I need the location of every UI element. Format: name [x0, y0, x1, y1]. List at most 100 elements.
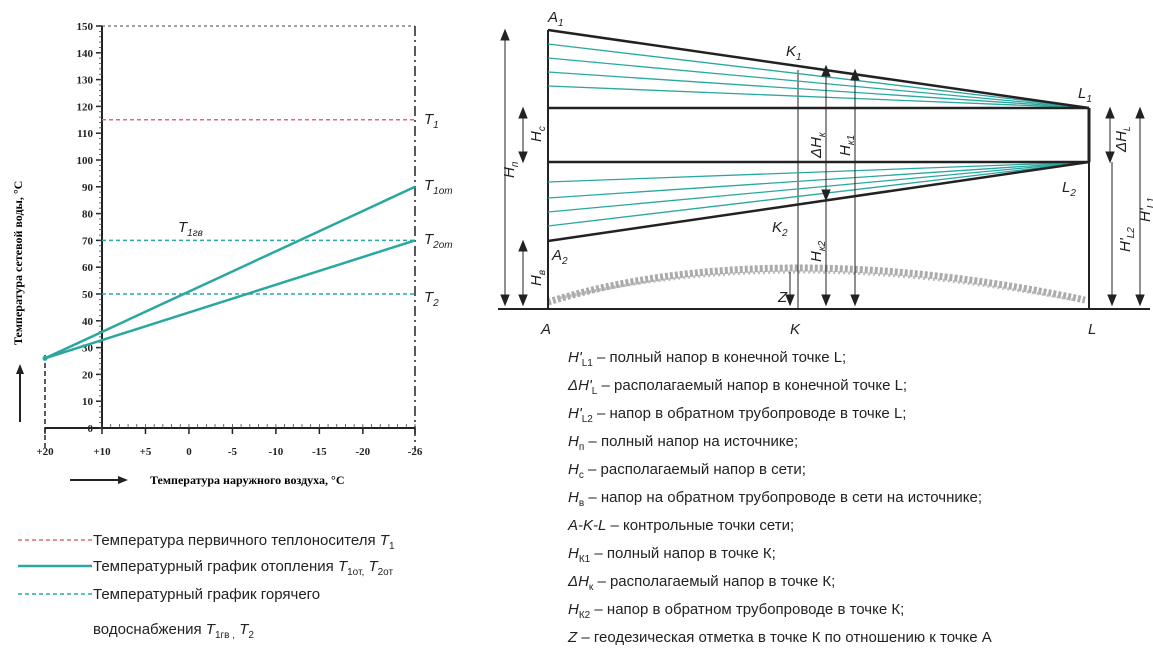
dim-hc-arrow-bottom	[518, 151, 528, 164]
legend: Температура первичного теплоносителя T1 …	[18, 532, 395, 641]
y-tick-label: 90	[82, 182, 94, 194]
x-axis-title: Температура наружного воздуха, °С	[150, 473, 344, 487]
terrain-profile	[546, 264, 1086, 306]
dim-hl1-arrow-bottom	[1135, 294, 1145, 307]
dim-dhk-arrow-top	[821, 64, 831, 77]
definition-item: Hп – полный напор на источнике;	[568, 433, 798, 453]
label-k1: K1	[786, 43, 802, 63]
dim-hb-arrow-bottom	[518, 294, 528, 307]
legend-item-t1: Температура первичного теплоносителя T1	[93, 532, 395, 552]
series-line	[44, 185, 416, 360]
dim-hk1-arrow-top	[850, 68, 860, 81]
dim-hl1-arrow-top	[1135, 106, 1145, 119]
label-l1: L1	[1078, 85, 1092, 105]
label-a1: A1	[547, 9, 564, 29]
series-start-point	[42, 355, 48, 361]
fan-line-supply	[547, 85, 1090, 109]
return-line-a2-l2	[547, 160, 1090, 243]
y-tick-label: 110	[77, 128, 93, 140]
y-tick-label: 40	[82, 316, 94, 328]
dim-dhl-arrow-bottom	[1105, 151, 1115, 164]
y-tick-label: 60	[82, 262, 94, 274]
y-tick-label: 120	[77, 101, 94, 113]
series-line	[44, 239, 416, 360]
x-tick-label: -20	[355, 446, 370, 458]
definition-item: HК2 – напор в обратном трубопроводе в то…	[568, 601, 904, 621]
label-hl2: H'L2	[1117, 227, 1137, 252]
label-hk2: Hк2	[808, 240, 828, 262]
y-tick-label: 130	[77, 75, 94, 87]
x-tick-label: -10	[269, 446, 284, 458]
x-tick-label: -15	[312, 446, 327, 458]
y-axis-title: Температура сетевой воды, °С	[11, 181, 25, 345]
terrain-profile-inner	[559, 270, 1076, 302]
label-l: L	[1088, 321, 1096, 338]
label-t1: T1	[424, 111, 439, 131]
dim-z-arrow	[785, 294, 795, 307]
label-a2: A2	[551, 247, 568, 267]
x-tick-label: 0	[186, 446, 192, 458]
x-tick-label: -5	[228, 446, 238, 458]
definition-item: Hв – напор на обратном трубопроводе в се…	[568, 489, 982, 509]
label-t2ot: T2от	[424, 231, 453, 251]
y-tick-label: 150	[77, 21, 94, 33]
x-tick-label: +20	[36, 446, 54, 458]
definition-item: Hс – располагаемый напор в сети;	[568, 461, 806, 481]
label-hp: Hп	[501, 161, 521, 178]
legend-item-heating: Температурный график отопления T1от, T2о…	[93, 558, 394, 578]
definition-item: H'L2 – напор в обратном трубопроводе в т…	[568, 405, 906, 425]
y-tick-label: 100	[77, 155, 94, 167]
label-k2: K2	[772, 219, 788, 239]
label-dhl: ΔHL	[1113, 126, 1132, 153]
supply-line-a1-l1	[547, 28, 1090, 110]
dim-hc-arrow-top	[518, 106, 528, 119]
definition-item: H'L1 – полный напор в конечной точке L;	[568, 349, 846, 369]
definition-item: ΔHк – располагаемый напор в точке К;	[567, 573, 835, 593]
x-axis-arrow-head	[118, 476, 128, 484]
dim-dhl-arrow-top	[1105, 106, 1115, 119]
label-t2: T2	[424, 289, 439, 309]
dim-hp-arrow-top	[500, 28, 510, 41]
label-t1ot: T1от	[424, 177, 453, 197]
fan-line-supply	[547, 57, 1090, 109]
label-dhk: ΔHк	[808, 131, 828, 159]
definition-item: A-K-L – контрольные точки сети;	[567, 517, 794, 534]
label-k: K	[790, 321, 801, 338]
fan-line-supply	[547, 43, 1090, 109]
label-hb: Hв	[528, 270, 548, 286]
y-tick-label: 20	[82, 369, 94, 381]
x-tick-label: +10	[93, 446, 111, 458]
y-tick-label: 10	[82, 396, 94, 408]
label-hl1: H'L1	[1137, 197, 1153, 222]
dim-hb-arrow-top	[518, 239, 528, 252]
y-tick-label: 50	[82, 289, 94, 301]
y-tick-label: 80	[82, 209, 94, 221]
dim-hp-arrow-bottom	[500, 294, 510, 307]
dim-hl2-arrow	[1107, 294, 1117, 307]
definition-item: HК1 – полный напор в точке К;	[568, 545, 776, 565]
dim-hk2-arrow	[821, 294, 831, 307]
label-z: Z	[777, 289, 788, 306]
fan-line-return	[547, 161, 1090, 227]
y-tick-label: 140	[77, 48, 94, 60]
y-tick-label: 0	[88, 423, 94, 435]
fan-line-return	[547, 161, 1090, 199]
y-axis-arrow-head	[16, 364, 24, 374]
label-a: A	[540, 321, 551, 338]
label-l2: L2	[1062, 179, 1076, 199]
legend-item-hot-water-2: водоснабжения T1гв , T2	[93, 621, 254, 641]
y-tick-label: 30	[82, 343, 94, 355]
fan-line-return	[547, 161, 1090, 213]
x-tick-label: +5	[140, 446, 152, 458]
dim-dhk-arrow-bottom	[821, 189, 831, 202]
y-tick-label: 70	[82, 235, 94, 247]
legend-item-hot-water: Температурный график горячего	[93, 586, 320, 603]
pressure-diagram: A1 A2 K1 K2 L1 L2 A K L Hп Hс Hв Z ΔHк H…	[498, 9, 1153, 338]
dim-hk1-arrow-bottom	[850, 294, 860, 307]
label-t1gv: T1гв	[178, 219, 203, 239]
fan-line-supply	[547, 71, 1090, 109]
definition-item: Z – геодезическая отметка в точке К по о…	[567, 629, 992, 646]
label-hc: Hс	[528, 126, 548, 142]
